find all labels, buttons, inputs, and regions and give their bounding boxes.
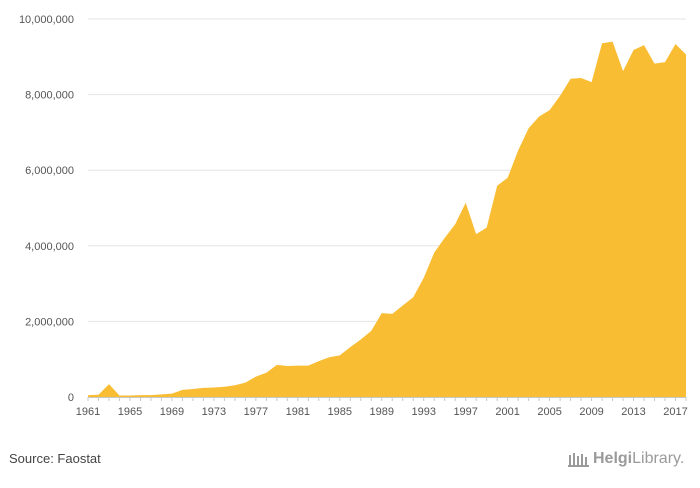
data-point[interactable] <box>180 388 184 392</box>
x-tick-label: 1969 <box>160 406 184 418</box>
y-tick-label: 0 <box>68 392 74 404</box>
data-point[interactable] <box>138 393 142 397</box>
data-point[interactable] <box>149 393 153 397</box>
data-point[interactable] <box>170 392 174 396</box>
data-point[interactable] <box>506 176 510 180</box>
data-point[interactable] <box>558 94 562 98</box>
data-point[interactable] <box>579 76 583 80</box>
x-tick-label: 1985 <box>328 406 352 418</box>
data-point[interactable] <box>327 355 331 359</box>
data-point[interactable] <box>107 382 111 386</box>
data-point[interactable] <box>317 359 321 363</box>
data-point[interactable] <box>359 338 363 342</box>
data-point[interactable] <box>254 375 258 379</box>
data-point[interactable] <box>86 393 90 397</box>
library-building-icon <box>568 453 589 467</box>
data-point[interactable] <box>201 386 205 390</box>
x-tick-label: 2013 <box>621 406 645 418</box>
x-tick-label: 1997 <box>453 406 477 418</box>
data-point[interactable] <box>474 232 478 236</box>
data-point[interactable] <box>663 60 667 64</box>
data-point[interactable] <box>212 386 216 390</box>
x-tick-label: 1981 <box>286 406 310 418</box>
data-point[interactable] <box>243 381 247 385</box>
data-point[interactable] <box>401 304 405 308</box>
data-point[interactable] <box>306 364 310 368</box>
data-point[interactable] <box>380 311 384 315</box>
data-point[interactable] <box>453 222 457 226</box>
data-point[interactable] <box>422 276 426 280</box>
data-point[interactable] <box>600 41 604 45</box>
data-point[interactable] <box>348 345 352 349</box>
data-point[interactable] <box>390 312 394 316</box>
data-point[interactable] <box>621 69 625 73</box>
x-tick-label: 2009 <box>579 406 603 418</box>
y-tick-label: 4,000,000 <box>25 241 74 253</box>
data-point[interactable] <box>443 236 447 240</box>
x-tick-label: 2001 <box>495 406 519 418</box>
x-tick-label: 1977 <box>244 406 268 418</box>
data-point[interactable] <box>485 226 489 230</box>
data-point[interactable] <box>464 201 468 205</box>
data-point[interactable] <box>296 364 300 368</box>
source-label: Source: Faostat <box>9 451 101 466</box>
data-point[interactable] <box>338 353 342 357</box>
x-tick-label: 1989 <box>370 406 394 418</box>
x-tick-label: 1965 <box>118 406 142 418</box>
data-point[interactable] <box>527 126 531 130</box>
data-point[interactable] <box>653 62 657 66</box>
data-point[interactable] <box>674 42 678 46</box>
data-point[interactable] <box>233 383 237 387</box>
data-point[interactable] <box>642 43 646 47</box>
data-point[interactable] <box>369 329 373 333</box>
logo-text-strong: Helgi <box>593 450 633 467</box>
x-tick-label: 1961 <box>76 406 100 418</box>
data-point[interactable] <box>191 387 195 391</box>
data-point[interactable] <box>117 393 121 397</box>
data-point[interactable] <box>264 371 268 375</box>
area-fill <box>88 41 686 398</box>
data-point[interactable] <box>275 363 279 367</box>
data-point[interactable] <box>590 80 594 84</box>
data-point[interactable] <box>611 40 615 44</box>
data-point[interactable] <box>495 184 499 188</box>
y-tick-label: 2,000,000 <box>25 316 74 328</box>
y-tick-labels: 0 2,000,000 4,000,000 6,000,000 8,000,000 10,… <box>19 14 74 404</box>
y-tick-label: 10,000,000 <box>19 14 74 26</box>
area-series <box>86 40 688 398</box>
data-point[interactable] <box>569 77 573 81</box>
y-tick-label: 6,000,000 <box>25 165 74 177</box>
y-tick-label: 8,000,000 <box>25 90 74 102</box>
x-tick-label: 2017 <box>663 406 687 418</box>
data-point[interactable] <box>159 392 163 396</box>
helgi-library-logo[interactable]: Helgi Library. <box>568 447 684 471</box>
data-point[interactable] <box>537 115 541 119</box>
data-point[interactable] <box>128 393 132 397</box>
data-point[interactable] <box>222 385 226 389</box>
axes <box>87 397 687 401</box>
x-tick-labels: 1961 1965 1969 1973 1977 1981 1985 1989 1993 1997… <box>76 406 688 418</box>
data-point[interactable] <box>632 48 636 52</box>
data-point[interactable] <box>432 251 436 255</box>
x-tick-label: 1973 <box>202 406 226 418</box>
logo-text: Library. <box>632 450 685 467</box>
data-point[interactable] <box>96 393 100 397</box>
data-point[interactable] <box>516 149 520 153</box>
x-tick-label: 2005 <box>537 406 561 418</box>
data-point[interactable] <box>548 108 552 112</box>
data-point[interactable] <box>411 295 415 299</box>
x-tick-label: 1993 <box>411 406 435 418</box>
data-point[interactable] <box>285 364 289 368</box>
data-point[interactable] <box>684 53 688 57</box>
